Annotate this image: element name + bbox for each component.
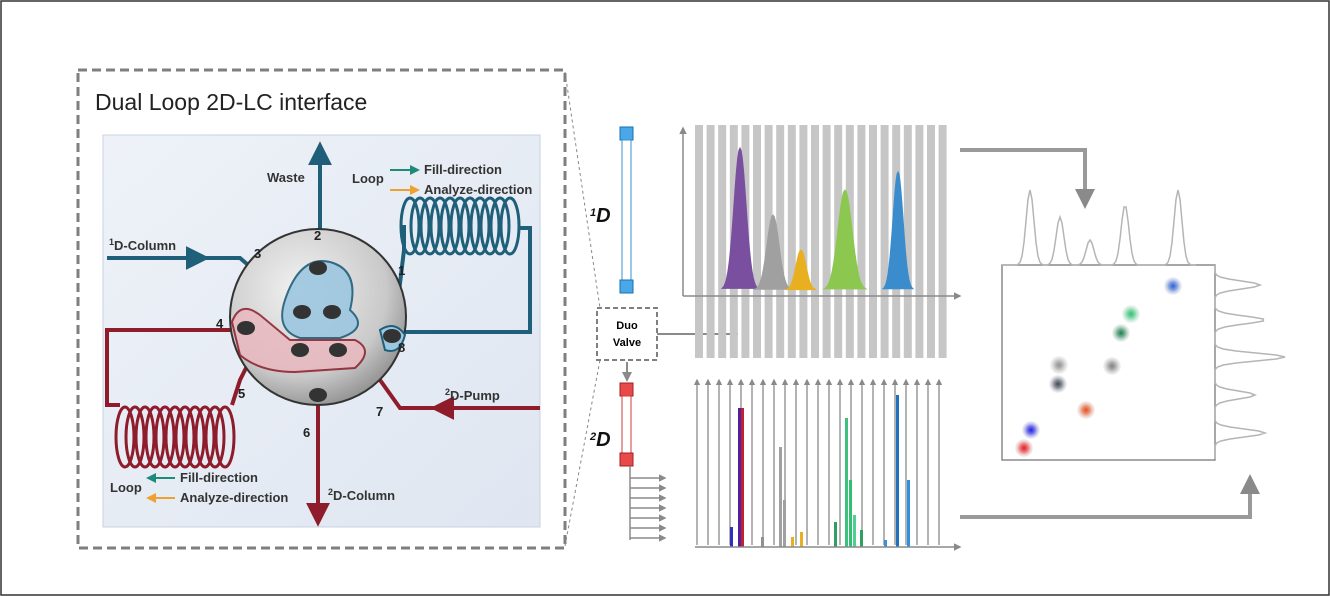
label: 3 <box>254 246 261 261</box>
shape <box>791 537 794 547</box>
shape <box>811 125 819 358</box>
flow-arrow <box>960 478 1250 517</box>
shape <box>237 321 255 335</box>
shape <box>707 125 715 358</box>
shape <box>896 395 899 547</box>
shape <box>915 125 923 358</box>
flow-arrow <box>960 150 1085 205</box>
label: 2 <box>589 431 596 443</box>
shape: 2D-Column <box>328 487 395 503</box>
diagram: Dual Loop 2D-LC interface 1 2 3 4 5 6 7 … <box>0 0 1330 596</box>
label: D-Column <box>333 488 395 503</box>
shape <box>323 305 341 319</box>
column-end <box>620 453 633 466</box>
shape <box>849 480 852 547</box>
shape <box>881 125 889 358</box>
shape <box>884 540 887 547</box>
label: D-Pump <box>450 388 500 403</box>
shape <box>845 418 848 547</box>
shape <box>853 515 856 547</box>
shape <box>329 343 347 357</box>
runs-2d <box>697 380 939 547</box>
zoom-line <box>565 72 600 308</box>
label: 8 <box>398 340 405 355</box>
label: Valve <box>613 337 641 349</box>
shape <box>761 537 764 547</box>
shape: 2D-Pump <box>445 387 500 403</box>
shape <box>1077 401 1095 419</box>
shape <box>309 388 327 402</box>
shape <box>788 125 796 358</box>
label: 2 <box>314 228 321 243</box>
shape <box>738 408 741 547</box>
duo-valve-box <box>597 308 657 360</box>
shape <box>753 125 761 358</box>
shape <box>1103 357 1121 375</box>
shape <box>1164 277 1182 295</box>
shape <box>779 447 782 547</box>
column-end <box>620 383 633 396</box>
shape <box>1049 375 1067 393</box>
shape <box>799 125 807 358</box>
shape <box>1112 324 1130 342</box>
shape <box>927 125 935 358</box>
shape <box>1215 265 1285 459</box>
shape <box>1015 439 1033 457</box>
zoom-line <box>565 360 600 546</box>
column-1d <box>622 140 631 280</box>
shape <box>730 527 733 547</box>
label: Fill-direction <box>424 162 502 177</box>
label: D <box>596 205 610 227</box>
label: Loop <box>352 171 384 186</box>
shape <box>939 125 947 358</box>
shape <box>1050 356 1068 374</box>
shape <box>783 500 786 547</box>
shape <box>309 261 327 275</box>
label: Duo <box>616 320 638 332</box>
shape <box>722 148 758 288</box>
label: Fill-direction <box>180 470 258 485</box>
label: Analyze-direction <box>424 182 532 197</box>
shape <box>1122 305 1140 323</box>
shape <box>800 532 803 547</box>
label: Analyze-direction <box>180 490 288 505</box>
shape <box>1002 190 1196 265</box>
shape <box>1022 421 1040 439</box>
column-2d <box>622 396 631 453</box>
column-end <box>620 127 633 140</box>
shape <box>834 522 837 547</box>
fraction-arrows <box>630 466 665 540</box>
shape <box>860 530 863 547</box>
label: Waste <box>267 170 305 185</box>
shape <box>718 125 726 358</box>
shape <box>907 480 910 547</box>
shape <box>869 125 877 358</box>
interface-title: Dual Loop 2D-LC interface <box>95 89 367 115</box>
shape <box>741 408 744 547</box>
shape: 1D-Column <box>109 237 176 253</box>
shape <box>857 125 865 358</box>
label: D <box>596 429 610 451</box>
shape: 1D <box>590 205 611 227</box>
label: 1 <box>398 263 405 278</box>
label: 5 <box>238 386 245 401</box>
shape: 2D <box>589 429 611 451</box>
label: 7 <box>376 404 383 419</box>
shape <box>695 125 703 358</box>
shape <box>293 305 311 319</box>
label: 4 <box>216 316 224 331</box>
label: Loop <box>110 480 142 495</box>
label: D-Column <box>114 238 176 253</box>
column-end <box>620 280 633 293</box>
shape <box>823 125 831 358</box>
shape <box>291 343 309 357</box>
label: 6 <box>303 425 310 440</box>
